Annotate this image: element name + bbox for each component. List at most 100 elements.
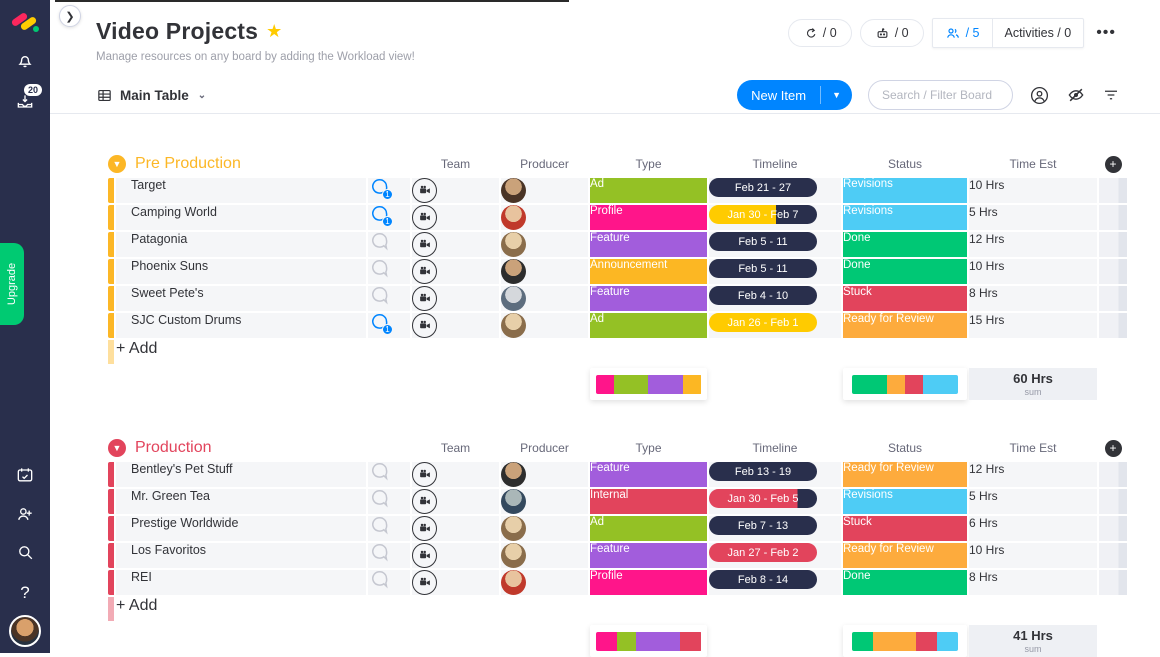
producer-cell[interactable] — [501, 178, 588, 203]
team-cell[interactable] — [412, 259, 499, 284]
time-est-cell[interactable]: 5 Hrs — [969, 205, 1097, 230]
time-est-cell[interactable]: 12 Hrs — [969, 462, 1097, 487]
item-name[interactable]: Target — [116, 178, 366, 203]
status-cell[interactable]: Done — [843, 232, 967, 257]
item-name[interactable]: REI — [116, 570, 366, 595]
item-name[interactable]: Patagonia — [116, 232, 366, 257]
column-header-time-est[interactable]: Time Est — [1009, 157, 1057, 171]
producer-cell[interactable] — [501, 543, 588, 568]
type-cell[interactable]: Feature — [590, 543, 707, 568]
status-cell[interactable]: Ready for Review — [843, 313, 967, 338]
team-cell[interactable] — [412, 313, 499, 338]
type-cell[interactable]: Ad — [590, 516, 707, 541]
chat-cell[interactable] — [368, 462, 410, 487]
type-cell[interactable]: Ad — [590, 178, 707, 203]
time-est-cell[interactable]: 10 Hrs — [969, 543, 1097, 568]
collapse-group-icon[interactable]: ▼ — [108, 439, 126, 457]
status-cell[interactable]: Done — [843, 570, 967, 595]
producer-cell[interactable] — [501, 570, 588, 595]
timeline-cell[interactable]: Jan 27 - Feb 2 — [709, 543, 841, 568]
type-cell[interactable]: Profile — [590, 570, 707, 595]
integrations-counter[interactable]: / 0 — [787, 19, 852, 47]
column-header-team[interactable]: Team — [440, 441, 471, 455]
column-header-type[interactable]: Type — [635, 157, 662, 171]
producer-cell[interactable] — [501, 205, 588, 230]
producer-cell[interactable] — [501, 313, 588, 338]
team-cell[interactable] — [412, 286, 499, 311]
team-cell[interactable] — [412, 462, 499, 487]
collapse-group-icon[interactable]: ▼ — [108, 155, 126, 173]
item-name[interactable]: Camping World — [116, 205, 366, 230]
team-cell[interactable] — [412, 232, 499, 257]
item-name[interactable]: Bentley's Pet Stuff — [116, 462, 366, 487]
add-column-button[interactable]: + — [1104, 439, 1122, 457]
board-title[interactable]: Video Projects — [96, 18, 259, 44]
team-cell[interactable] — [412, 489, 499, 514]
timeline-cell[interactable]: Feb 7 - 13 — [709, 516, 841, 541]
type-cell[interactable]: Ad — [590, 313, 707, 338]
board-menu-ellipsis[interactable]: ••• — [1096, 24, 1116, 41]
type-cell[interactable]: Feature — [590, 286, 707, 311]
my-week-calendar-icon[interactable] — [0, 465, 50, 485]
group-name[interactable]: Pre Production — [135, 155, 241, 172]
chat-cell[interactable] — [368, 232, 410, 257]
type-distribution[interactable] — [590, 368, 707, 400]
upgrade-tab[interactable]: Upgrade — [0, 243, 24, 325]
timeline-cell[interactable]: Feb 5 - 11 — [709, 232, 841, 257]
user-avatar[interactable] — [9, 615, 41, 647]
type-cell[interactable]: Feature — [590, 232, 707, 257]
time-est-cell[interactable]: 5 Hrs — [969, 489, 1097, 514]
timeline-cell[interactable]: Feb 4 - 10 — [709, 286, 841, 311]
timeline-cell[interactable]: Jan 30 - Feb 5 — [709, 489, 841, 514]
chat-cell[interactable] — [368, 259, 410, 284]
status-distribution[interactable] — [843, 368, 967, 400]
search-filter-input[interactable] — [868, 80, 1013, 110]
team-cell[interactable] — [412, 570, 499, 595]
team-cell[interactable] — [412, 543, 499, 568]
expand-panel-button[interactable]: ❯ — [59, 5, 81, 27]
producer-cell[interactable] — [501, 286, 588, 311]
add-item-row[interactable]: + Add — [116, 597, 158, 614]
add-column-button[interactable]: + — [1104, 155, 1122, 173]
time-est-cell[interactable]: 8 Hrs — [969, 570, 1097, 595]
group-name[interactable]: Production — [135, 439, 212, 456]
chat-cell[interactable] — [368, 543, 410, 568]
time-est-cell[interactable]: 12 Hrs — [969, 232, 1097, 257]
time-est-cell[interactable]: 15 Hrs — [969, 313, 1097, 338]
type-distribution[interactable] — [590, 625, 707, 657]
help-icon[interactable]: ? — [20, 583, 30, 602]
status-distribution[interactable] — [843, 625, 967, 657]
chat-cell[interactable] — [368, 286, 410, 311]
status-cell[interactable]: Done — [843, 259, 967, 284]
column-header-producer[interactable]: Producer — [520, 441, 569, 455]
column-header-status[interactable]: Status — [887, 157, 923, 171]
item-name[interactable]: Sweet Pete's — [116, 286, 366, 311]
type-cell[interactable]: Internal — [590, 489, 707, 514]
item-name[interactable]: Mr. Green Tea — [116, 489, 366, 514]
favorite-star-icon[interactable]: ★ — [266, 21, 283, 41]
team-cell[interactable] — [412, 516, 499, 541]
timeline-cell[interactable]: Feb 21 - 27 — [709, 178, 841, 203]
chat-cell[interactable] — [368, 489, 410, 514]
new-item-button[interactable]: New Item ▼ — [737, 80, 852, 110]
chat-cell[interactable] — [368, 516, 410, 541]
column-header-producer[interactable]: Producer — [520, 157, 569, 171]
hidden-columns-eye-icon[interactable] — [1066, 85, 1086, 105]
chevron-down-icon[interactable]: ⌄ — [197, 89, 207, 101]
filter-icon[interactable] — [1102, 86, 1120, 104]
tab-main-table[interactable]: Main Table ⌄ — [96, 87, 206, 104]
time-sum-cell[interactable]: 60 Hrs sum — [969, 368, 1097, 400]
type-cell[interactable]: Feature — [590, 462, 707, 487]
column-header-type[interactable]: Type — [635, 441, 662, 455]
automations-counter[interactable]: / 0 — [859, 19, 924, 47]
producer-cell[interactable] — [501, 516, 588, 541]
inbox-icon[interactable] — [0, 92, 50, 112]
timeline-cell[interactable]: Feb 5 - 11 — [709, 259, 841, 284]
item-name[interactable]: SJC Custom Drums — [116, 313, 366, 338]
activities-counter[interactable]: Activities / 0 — [1004, 26, 1072, 40]
time-est-cell[interactable]: 10 Hrs — [969, 259, 1097, 284]
time-est-cell[interactable]: 10 Hrs — [969, 178, 1097, 203]
chat-cell[interactable] — [368, 570, 410, 595]
timeline-cell[interactable]: Feb 13 - 19 — [709, 462, 841, 487]
column-header-time-est[interactable]: Time Est — [1009, 441, 1057, 455]
